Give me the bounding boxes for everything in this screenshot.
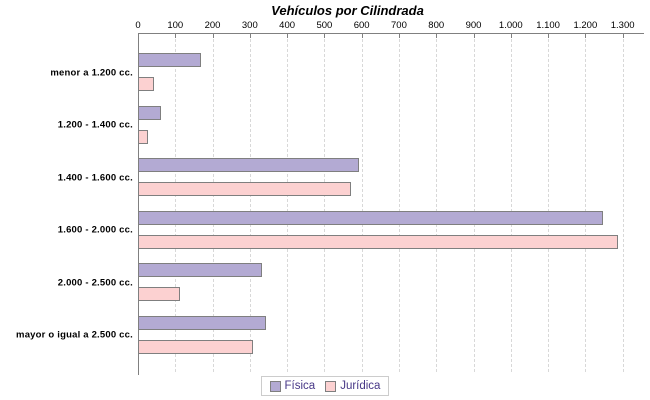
gridline bbox=[510, 34, 512, 372]
category-label: mayor o igual a 2.500 cc. bbox=[16, 329, 133, 341]
fisica-color-swatch bbox=[269, 380, 281, 392]
category-label: 1.400 - 1.600 cc. bbox=[57, 172, 133, 183]
x-tick-mark bbox=[324, 34, 326, 38]
x-tick-mark bbox=[510, 34, 512, 38]
category-label: 1.200 - 1.400 cc. bbox=[57, 119, 133, 131]
x-tick-mark bbox=[212, 34, 214, 38]
x-tick-label: 1.300 bbox=[610, 20, 635, 31]
bar-fisica-0 bbox=[138, 53, 201, 67]
legend-label-fisica: Física bbox=[284, 380, 316, 392]
x-tick-label: 300 bbox=[241, 20, 258, 31]
gridline bbox=[622, 34, 624, 372]
category-label: 1.600 - 2.000 cc. bbox=[57, 224, 133, 236]
bar-fisica-3 bbox=[138, 210, 603, 225]
chart-title: Vehículos por Cilindrada bbox=[271, 3, 424, 18]
x-tick-mark bbox=[622, 34, 624, 38]
juridica-color-swatch bbox=[325, 380, 337, 392]
bar-juridica-5 bbox=[138, 339, 253, 354]
legend-item-juridica: Jurídica bbox=[325, 380, 380, 392]
category-label: 2.000 - 2.500 cc. bbox=[57, 277, 133, 288]
gridline bbox=[585, 34, 587, 372]
x-tick-label: 200 bbox=[204, 20, 221, 31]
x-tick-label: 1.100 bbox=[536, 20, 560, 31]
bar-juridica-2 bbox=[138, 182, 351, 196]
bar-juridica-1 bbox=[138, 129, 148, 144]
x-tick-mark bbox=[473, 34, 475, 38]
gridline bbox=[324, 34, 326, 372]
x-tick-label: 900 bbox=[465, 20, 482, 31]
x-tick-mark bbox=[361, 34, 363, 38]
gridline bbox=[175, 34, 177, 372]
legend-item-fisica: Física bbox=[269, 380, 316, 392]
bar-fisica-2 bbox=[138, 158, 359, 172]
x-tick-mark bbox=[175, 34, 177, 38]
bar-fisica-1 bbox=[138, 105, 161, 120]
gridline bbox=[398, 34, 400, 372]
gridline bbox=[473, 34, 475, 372]
bar-juridica-3 bbox=[138, 234, 618, 249]
x-tick-mark bbox=[436, 34, 438, 38]
x-tick-mark bbox=[398, 34, 400, 38]
bar-juridica-0 bbox=[138, 77, 154, 91]
gridline bbox=[249, 34, 251, 372]
x-tick-mark bbox=[548, 34, 550, 38]
y-axis-line bbox=[138, 33, 139, 375]
gridline bbox=[548, 34, 550, 372]
legend: Física Jurídica bbox=[260, 376, 390, 396]
x-axis-line bbox=[138, 33, 644, 34]
bar-fisica-4 bbox=[138, 263, 262, 277]
bar-juridica-4 bbox=[138, 287, 180, 301]
x-tick-label: 800 bbox=[428, 20, 445, 31]
x-tick-label: 700 bbox=[391, 20, 407, 31]
x-tick-label: 500 bbox=[316, 20, 333, 31]
x-tick-label: 400 bbox=[279, 20, 296, 31]
gridline bbox=[361, 34, 363, 372]
gridline bbox=[287, 34, 289, 372]
x-tick-mark bbox=[287, 34, 289, 38]
legend-label-juridica: Jurídica bbox=[340, 380, 381, 392]
x-tick-label: 600 bbox=[353, 20, 370, 31]
x-tick-label: 0 bbox=[135, 20, 141, 31]
x-tick-label: 1.000 bbox=[498, 20, 523, 31]
x-tick-mark bbox=[249, 34, 251, 38]
gridline bbox=[436, 34, 438, 372]
bar-fisica-5 bbox=[138, 315, 266, 330]
x-tick-label: 100 bbox=[167, 20, 184, 31]
x-tick-mark bbox=[585, 34, 587, 38]
x-tick-label: 1.200 bbox=[573, 20, 598, 31]
gridline bbox=[212, 34, 214, 372]
category-label: menor a 1.200 cc. bbox=[50, 67, 133, 78]
